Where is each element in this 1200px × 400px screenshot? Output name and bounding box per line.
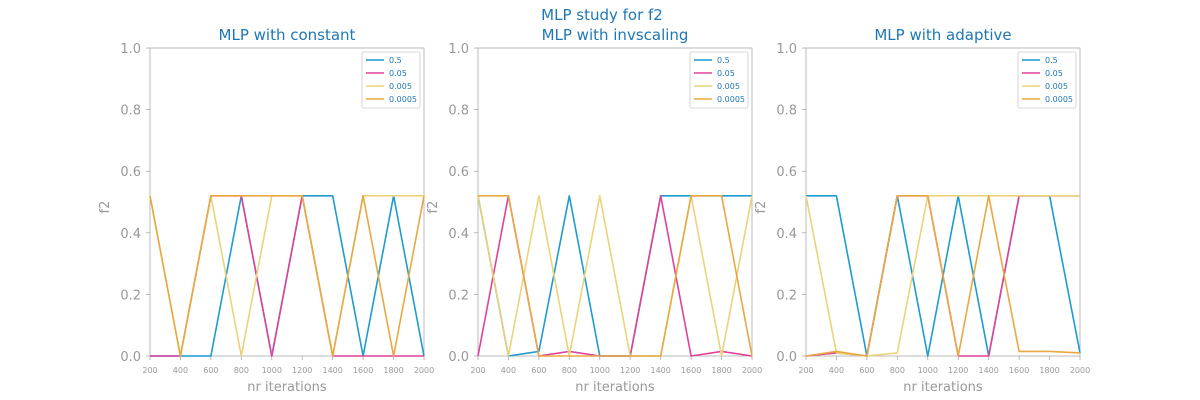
series-line-0.0005 [478,195,753,357]
x-tick-label: 400 [829,366,844,375]
panel-title: MLP with adaptive [874,26,1011,44]
figure-suptitle: MLP study for f2 [541,6,663,24]
y-tick-label: 1.0 [448,42,469,57]
panel-3: MLP with adaptive 0.0 0.2 0.4 0.6 0.8 1.0 200 40… [754,26,1090,395]
x-tick-label: 1600 [353,366,373,375]
legend-label: 0.0005 [389,95,417,104]
x-axis-label: nr iterations [247,380,327,395]
x-tick-label: 600 [531,366,546,375]
panel-1: MLP with constant 0.0 0.2 0.4 0.6 0.8 1.0 200 40… [98,26,434,395]
x-tick-label: 1000 [918,366,938,375]
y-tick-label: 0.0 [776,350,797,365]
legend-label: 0.05 [389,69,407,78]
legend-label: 0.5 [717,56,730,65]
legend-label: 0.005 [717,82,740,91]
legend: 0.5 0.05 0.005 0.0005 [361,51,421,109]
panel-2: MLP with invscaling 0.0 0.2 0.4 0.6 0.8 1.0 200… [426,26,762,395]
legend-label: 0.005 [389,82,412,91]
y-tick-label: 0.8 [448,104,469,119]
y-tick-label: 0.0 [448,350,469,365]
legend-label: 0.0005 [1045,95,1073,104]
y-axis-label: f2 [98,201,113,214]
series-line-0.05 [150,195,424,357]
x-tick-label: 1400 [650,366,670,375]
x-tick-label: 400 [501,366,516,375]
x-tick-label: 1800 [1039,366,1059,375]
y-tick-label: 0.2 [776,288,797,303]
x-tick-label: 1800 [383,366,403,375]
x-tick-label: 1600 [681,366,701,375]
x-tick-label: 1000 [590,366,610,375]
legend: 0.5 0.05 0.005 0.0005 [689,51,749,109]
x-axis-label: nr iterations [575,380,655,395]
x-tick-label: 400 [173,366,188,375]
x-tick-label: 200 [470,366,485,375]
x-axis-label: nr iterations [903,380,983,395]
y-tick-label: 0.8 [776,104,797,119]
x-tick-label: 600 [859,366,874,375]
y-tick-label: 0.8 [120,104,141,119]
plot-area [805,47,1081,357]
chart-panels: MLP with constant 0.0 0.2 0.4 0.6 0.8 1.0 200 40… [98,26,1090,395]
x-tick-label: 800 [890,366,905,375]
x-tick-label: 1400 [978,366,998,375]
x-tick-label: 1600 [1009,366,1029,375]
y-tick-label: 0.0 [120,350,141,365]
y-tick-label: 1.0 [776,42,797,57]
x-tick-label: 800 [234,366,249,375]
x-tick-label: 2000 [742,366,762,375]
y-axis-label: f2 [754,201,769,214]
x-tick-label: 200 [798,366,813,375]
x-tick-label: 2000 [1070,366,1090,375]
x-tick-label: 1200 [292,366,312,375]
series-line-0.0005 [149,195,425,357]
panel-title: MLP with constant [219,26,356,44]
x-tick-label: 800 [562,366,577,375]
x-tick-label: 1800 [711,366,731,375]
plot-area [149,47,425,357]
legend-box [689,51,749,109]
legend-label: 0.0005 [717,95,745,104]
y-tick-label: 0.6 [448,165,469,180]
y-tick-label: 0.4 [776,227,797,242]
legend-label: 0.05 [717,69,735,78]
x-tick-label: 600 [203,366,218,375]
x-tick-label: 1200 [948,366,968,375]
x-tick-label: 1000 [262,366,282,375]
x-tick-label: 1200 [620,366,640,375]
x-tick-label: 200 [142,366,157,375]
y-tick-label: 0.2 [448,288,469,303]
y-tick-label: 0.4 [120,227,141,242]
y-tick-label: 0.4 [448,227,469,242]
legend-box [1017,51,1077,109]
legend: 0.5 0.05 0.005 0.0005 [1017,51,1077,109]
legend-box [361,51,421,109]
y-tick-label: 0.6 [776,165,797,180]
x-tick-label: 2000 [414,366,434,375]
y-axis-label: f2 [426,201,441,214]
y-tick-label: 0.2 [120,288,141,303]
series-line-0.005 [477,195,753,357]
legend-label: 0.05 [1045,69,1063,78]
legend-label: 0.005 [1045,82,1068,91]
series-line-0.0005 [805,195,1081,357]
legend-label: 0.5 [389,56,402,65]
x-tick-label: 1400 [322,366,342,375]
y-tick-label: 1.0 [120,42,141,57]
panel-title: MLP with invscaling [542,26,689,44]
y-tick-label: 0.6 [120,165,141,180]
legend-label: 0.5 [1045,56,1058,65]
